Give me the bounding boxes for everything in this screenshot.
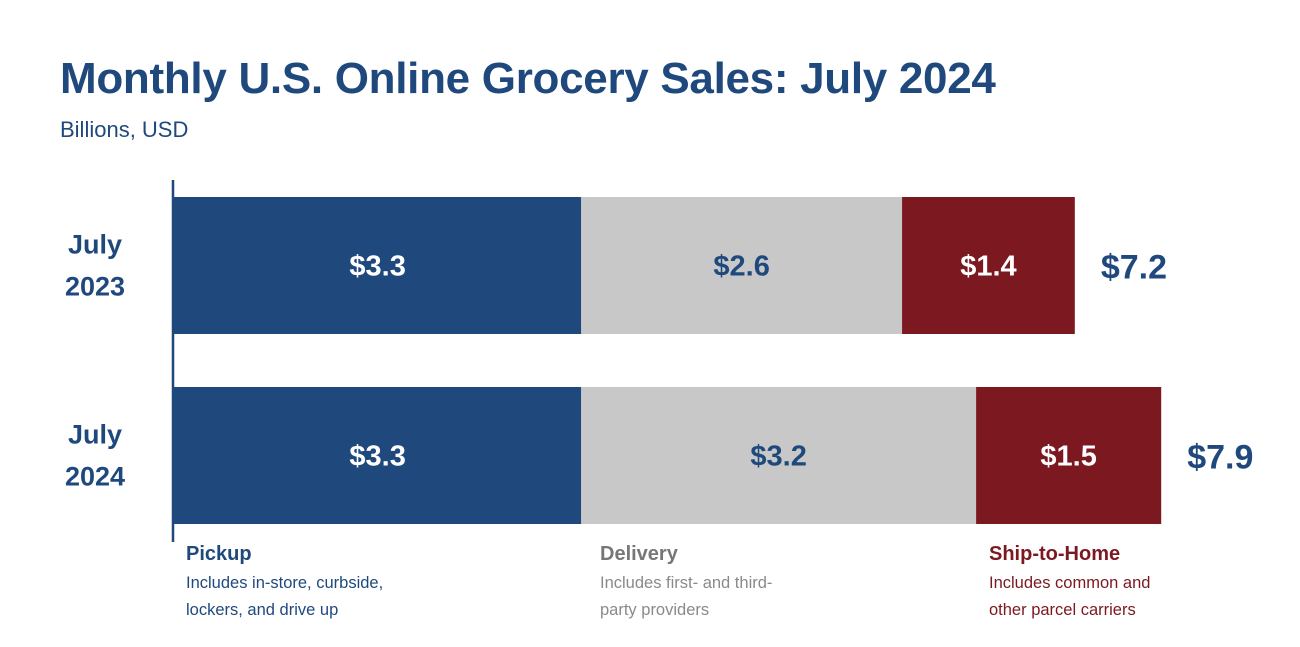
data-label: $1.4 xyxy=(960,251,1016,283)
total-label: $7.2 xyxy=(1101,249,1167,287)
bar-segment-delivery xyxy=(581,387,977,524)
legend-description-line: Includes first- and third- xyxy=(600,574,773,592)
legend-description-line: Includes common and xyxy=(989,574,1151,592)
data-label: $2.6 xyxy=(713,251,769,283)
category-label: July 2023 xyxy=(65,230,125,302)
legend-item-delivery: Delivery Includes first- and third-party … xyxy=(600,540,860,624)
legend-description: Includes first- and third-party provider… xyxy=(600,570,860,624)
legend-description-line: lockers, and drive up xyxy=(186,601,339,619)
legend-description-line: party providers xyxy=(600,601,710,619)
legend-description: Includes common and other parcel carriers xyxy=(989,570,1249,624)
legend-name: Ship-to-Home xyxy=(989,543,1121,565)
bar-segment-ship-to-home xyxy=(976,387,1162,524)
bar-segment-pickup xyxy=(174,197,582,334)
legend-description-line: Includes in-store, curbside, xyxy=(186,574,384,592)
legend-description-line: other parcel carriers xyxy=(989,601,1136,619)
legend-item-ship-to-home: Ship-to-Home Includes common and other par… xyxy=(989,540,1249,624)
chart-title: Monthly U.S. Online Grocery Sales: July … xyxy=(60,54,996,103)
data-label: $3.3 xyxy=(349,251,405,283)
bar-segment-ship-to-home xyxy=(902,197,1075,334)
legend-name: Delivery xyxy=(600,543,678,565)
bar-segment-delivery xyxy=(581,197,903,334)
data-label: $1.5 xyxy=(1040,441,1096,473)
legend-item-pickup: Pickup Includes in-store, curbside, locker… xyxy=(186,540,446,624)
bar-segment-pickup xyxy=(174,387,582,524)
legend-description: Includes in-store, curbside, lockers, and… xyxy=(186,570,446,624)
chart-subtitle: Billions, USD xyxy=(60,117,189,142)
legend-name: Pickup xyxy=(186,543,252,565)
total-label: $7.9 xyxy=(1187,439,1253,477)
category-label: July 2024 xyxy=(65,420,125,492)
data-label: $3.2 xyxy=(750,441,806,473)
data-label: $3.3 xyxy=(349,441,405,473)
